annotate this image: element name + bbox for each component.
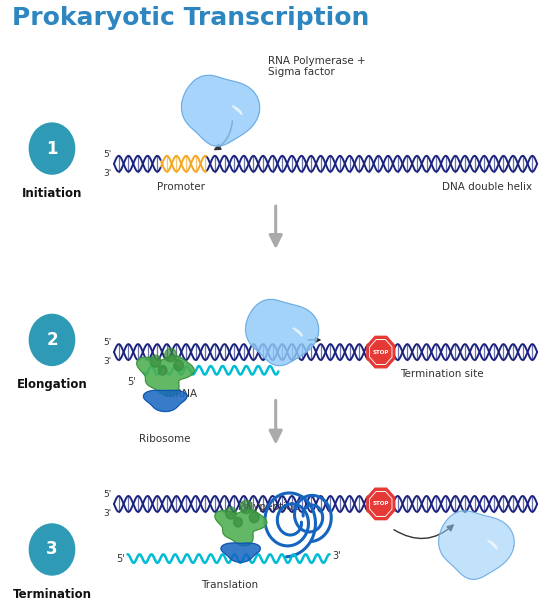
- Text: Promoter: Promoter: [157, 182, 206, 192]
- Text: Elongation: Elongation: [16, 378, 87, 391]
- Text: Initiation: Initiation: [22, 187, 82, 200]
- Text: 3': 3': [103, 509, 111, 518]
- Circle shape: [30, 314, 75, 365]
- Text: STOP: STOP: [373, 349, 389, 354]
- Text: 5': 5': [116, 554, 125, 563]
- Circle shape: [30, 123, 75, 174]
- Text: 3': 3': [103, 169, 111, 178]
- Text: 3': 3': [103, 357, 111, 367]
- Polygon shape: [221, 543, 260, 562]
- Text: STOP: STOP: [373, 501, 389, 506]
- Circle shape: [226, 507, 236, 519]
- Polygon shape: [215, 509, 267, 546]
- Circle shape: [150, 355, 161, 367]
- Polygon shape: [232, 106, 242, 115]
- Circle shape: [30, 524, 75, 575]
- Text: Translation: Translation: [201, 580, 259, 590]
- Polygon shape: [144, 390, 187, 411]
- Text: 3: 3: [46, 541, 58, 558]
- Text: 5': 5': [103, 150, 111, 159]
- Polygon shape: [293, 328, 302, 337]
- Text: 3': 3': [332, 550, 341, 560]
- Circle shape: [240, 500, 252, 514]
- Text: 5': 5': [103, 490, 111, 499]
- Text: 5': 5': [127, 378, 135, 387]
- Polygon shape: [246, 299, 319, 366]
- Text: Prokaryotic Transcription: Prokaryotic Transcription: [12, 6, 369, 30]
- Text: Termination: Termination: [13, 588, 92, 601]
- Text: Ribosome: Ribosome: [139, 434, 191, 444]
- Circle shape: [233, 517, 242, 527]
- Circle shape: [249, 512, 259, 523]
- Polygon shape: [136, 356, 194, 396]
- Text: 5': 5': [103, 338, 111, 347]
- Polygon shape: [488, 540, 497, 549]
- Circle shape: [174, 360, 184, 371]
- Polygon shape: [181, 75, 260, 146]
- Text: DNA double helix: DNA double helix: [442, 182, 532, 192]
- Text: 1: 1: [46, 140, 58, 158]
- Text: 2: 2: [46, 331, 58, 349]
- Text: mRNA: mRNA: [165, 389, 197, 398]
- Text: Polypeptide: Polypeptide: [238, 502, 299, 512]
- Polygon shape: [438, 511, 514, 579]
- Circle shape: [158, 365, 167, 375]
- Circle shape: [164, 348, 176, 362]
- Text: Termination site: Termination site: [399, 369, 483, 379]
- Text: RNA Polymerase +
Sigma factor: RNA Polymerase + Sigma factor: [267, 56, 365, 77]
